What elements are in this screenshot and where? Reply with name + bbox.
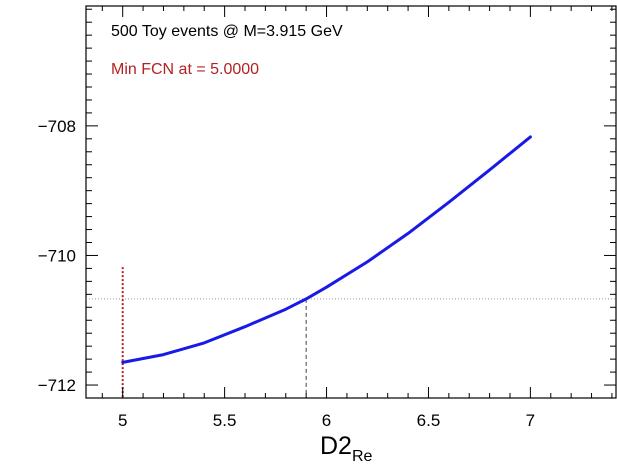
x-tick-label: 6 bbox=[322, 411, 331, 430]
y-tick-label: −712 bbox=[38, 376, 76, 395]
annotation-toy-events: 500 Toy events @ M=3.915 GeV bbox=[111, 23, 343, 40]
annotation-min-fcn: Min FCN at = 5.0000 bbox=[111, 61, 259, 78]
y-tick-label: −710 bbox=[38, 246, 76, 265]
plot-frame bbox=[85, 5, 617, 399]
series-line bbox=[121, 135, 532, 364]
x-tick-label: 7 bbox=[526, 411, 535, 430]
x-tick-label: 5.5 bbox=[213, 411, 237, 430]
x-tick-label: 6.5 bbox=[417, 411, 441, 430]
x-axis-title-subscript: Re bbox=[352, 448, 373, 465]
x-axis-title: D2Re bbox=[320, 432, 373, 465]
x-tick-label: 5 bbox=[118, 411, 127, 430]
y-tick-label: −708 bbox=[38, 117, 76, 136]
x-axis-title-main: D2 bbox=[320, 432, 352, 460]
